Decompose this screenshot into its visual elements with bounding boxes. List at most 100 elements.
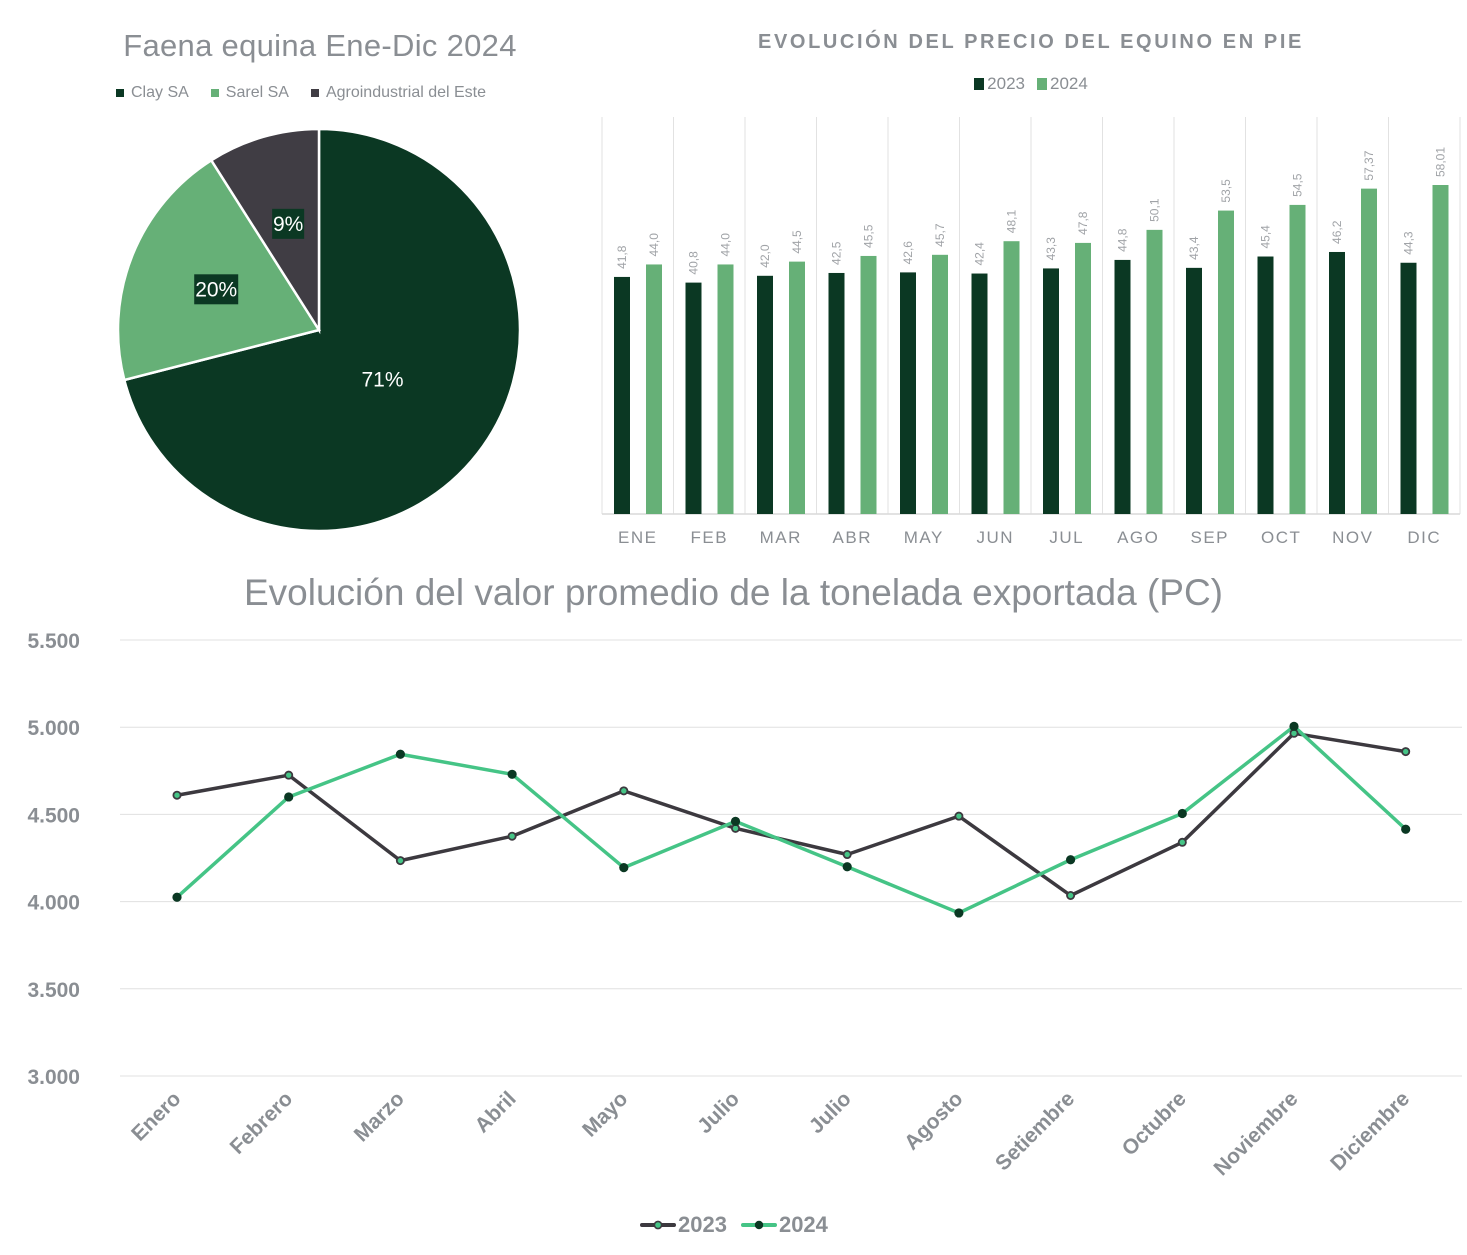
line-marker-2023 (507, 831, 517, 841)
line-legend-label: 2024 (778, 1212, 828, 1237)
bar-2024 (1432, 185, 1449, 514)
pie-legend: Clay SA Sarel SA Agroindustrial del Este (116, 84, 486, 102)
line-marker-2023 (1066, 890, 1076, 900)
line-y-tick-label: 5.500 (27, 630, 80, 653)
line-chart: 5.500 5.000 4.500 4.000 3.500 3.000 Enero Febr… (27, 630, 1462, 1180)
bar-2024 (1146, 229, 1163, 514)
bar-legend: 2023 2024 (600, 74, 1462, 94)
bar-legend-item: 2023 (974, 74, 1025, 94)
legend-swatch-agroindustrial (310, 89, 319, 97)
pie-data-label-box (272, 208, 305, 239)
bar-data-label: 44,3 (1402, 231, 1416, 255)
line-x-tick-label: Setiembre (991, 1087, 1079, 1175)
bar-data-label: 48,1 (1005, 210, 1019, 234)
bar-chart-title: EVOLUCIÓN DEL PRECIO DEL EQUINO EN PIE (758, 31, 1304, 53)
bar-data-label: 45,5 (862, 224, 876, 248)
bar-2024 (646, 264, 662, 514)
legend-swatch-clay (116, 89, 124, 97)
bar-2024 (1361, 188, 1377, 515)
bar-x-tick-label: FEB (690, 528, 728, 547)
line-marker-2024 (1177, 808, 1187, 819)
bar-2024 (1003, 241, 1020, 514)
line-marker-2023 (172, 790, 182, 800)
bar-2024 (932, 254, 948, 514)
line-x-tick-label: Marzo (350, 1087, 409, 1146)
bar-2024 (1289, 204, 1306, 514)
bar-x-tick-label: OCT (1261, 528, 1301, 547)
bar-2023 (828, 272, 845, 514)
bar-x-tick-label: ENE (618, 528, 657, 547)
line-legend-item: 2024 (740, 1212, 828, 1238)
bar-2023 (1400, 262, 1417, 514)
pie-slice (116, 158, 321, 382)
bar-2023 (1043, 268, 1059, 514)
pie-data-label: 71% (362, 368, 404, 391)
bar-data-label: 50,1 (1148, 198, 1162, 222)
legend-swatch-2023 (974, 78, 985, 90)
bar-2023 (1114, 259, 1131, 514)
legend-swatch-sarel (210, 89, 219, 97)
bar-2024 (1218, 210, 1234, 514)
pie-chart: 71% 20% 9% (116, 127, 522, 533)
bar-x-tick-label: DIC (1407, 528, 1441, 547)
bar-data-label: 45,7 (933, 223, 947, 247)
bar-2023 (900, 272, 916, 514)
bar-data-label: 42,5 (830, 241, 844, 265)
bar-x-tick-label: SEP (1190, 528, 1229, 547)
bar-data-label: 42,4 (973, 242, 987, 266)
legend-swatch-2024 (1037, 78, 1047, 90)
line-marker-2023 (954, 811, 964, 821)
bar-x-tick-label: AGO (1117, 528, 1159, 547)
line-marker-2024 (172, 892, 182, 902)
bar-x-tick-label: JUL (1049, 528, 1084, 547)
legend-line-2023-icon (640, 1220, 676, 1230)
pie-legend-item: Agroindustrial del Este (310, 84, 486, 102)
bar-legend-label: 2024 (1050, 74, 1088, 93)
bar-data-label: 47,8 (1076, 211, 1090, 235)
bar-data-label: 46,2 (1330, 220, 1344, 244)
line-y-tick-label: 4.500 (27, 804, 80, 827)
legend-line-2024-icon (740, 1220, 777, 1230)
line-x-tick-label: Febrero (226, 1087, 298, 1159)
line-y-tick-label: 4.000 (27, 892, 80, 915)
bar-2024 (860, 255, 877, 514)
line-legend: 2023 2024 (640, 1212, 828, 1238)
line-legend-label: 2023 (678, 1212, 727, 1237)
bar-data-label: 44,5 (790, 230, 804, 254)
bar-data-label: 43,4 (1187, 236, 1201, 260)
bar-2023 (1257, 256, 1274, 514)
bar-data-label: 40,8 (687, 251, 701, 275)
bar-2023 (685, 282, 702, 514)
line-x-tick-label: Agosto (900, 1087, 967, 1154)
line-x-tick-label: Enero (127, 1087, 185, 1145)
line-x-tick-label: Julio (805, 1087, 856, 1138)
line-marker-2024 (619, 862, 629, 873)
pie-legend-item: Sarel SA (210, 84, 289, 102)
bar-data-label: 44,0 (647, 233, 661, 257)
line-x-tick-label: Abril (471, 1087, 521, 1137)
pie-legend-label: Sarel SA (225, 84, 289, 101)
line-marker-2023 (395, 856, 405, 866)
bar-x-tick-label: MAR (760, 528, 802, 547)
line-marker-2024 (842, 862, 852, 872)
bar-2023 (1329, 251, 1345, 515)
bar-x-tick-label: ABR (833, 528, 872, 547)
line-marker-2023 (619, 786, 629, 796)
line-marker-2024 (284, 792, 294, 802)
line-chart-title: Evolución del valor promedio de la tonel… (243, 572, 1224, 613)
line-series-2023 (176, 731, 1406, 898)
bar-2024 (789, 261, 805, 514)
pie-chart-title: Faena equina Ene-Dic 2024 (123, 28, 517, 63)
line-marker-2024 (1401, 824, 1411, 834)
bar-data-label: 44,8 (1116, 228, 1130, 252)
line-marker-2024 (1066, 855, 1076, 865)
bar-x-tick-label: NOV (1332, 528, 1373, 547)
bar-legend-label: 2023 (987, 74, 1025, 93)
pie-legend-label: Clay SA (131, 84, 189, 101)
bar-data-label: 53,5 (1219, 179, 1233, 203)
bar-data-label: 44,0 (719, 233, 733, 257)
line-marker-2023 (1401, 747, 1411, 757)
line-y-tick-label: 3.000 (27, 1066, 80, 1089)
bar-legend-item: 2024 (1037, 74, 1088, 94)
bar-data-label: 41,8 (615, 245, 629, 269)
